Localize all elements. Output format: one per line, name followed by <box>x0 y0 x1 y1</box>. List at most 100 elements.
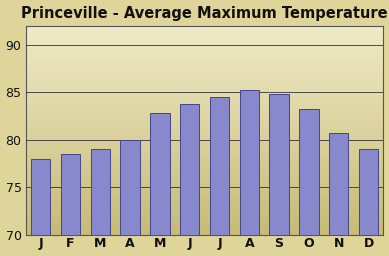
Bar <box>240 90 259 235</box>
Bar <box>26 145 384 147</box>
Bar <box>26 216 384 218</box>
Bar <box>26 63 384 66</box>
Bar <box>26 172 384 174</box>
Bar <box>26 80 384 82</box>
Bar <box>26 203 384 205</box>
Bar <box>26 93 384 95</box>
Bar <box>299 109 319 235</box>
Bar <box>26 224 384 226</box>
Bar <box>26 174 384 176</box>
Bar <box>26 139 384 141</box>
Bar <box>26 105 384 107</box>
Bar <box>26 28 384 30</box>
Bar <box>26 201 384 203</box>
Bar <box>26 205 384 208</box>
Bar <box>26 122 384 124</box>
Bar <box>91 149 110 235</box>
Bar <box>26 176 384 178</box>
Bar <box>26 153 384 155</box>
Bar <box>26 214 384 216</box>
Bar <box>26 132 384 134</box>
Bar <box>26 26 384 28</box>
Bar <box>26 151 384 153</box>
Bar <box>26 212 384 214</box>
Bar <box>26 208 384 210</box>
Bar <box>26 149 384 151</box>
Bar <box>26 126 384 128</box>
Bar <box>26 195 384 197</box>
Bar <box>26 72 384 74</box>
Bar <box>26 180 384 183</box>
Bar <box>61 154 80 235</box>
Bar <box>26 166 384 168</box>
Bar <box>26 51 384 53</box>
Bar <box>26 99 384 101</box>
Bar <box>26 82 384 84</box>
Bar <box>329 133 349 235</box>
Bar <box>26 210 384 212</box>
Bar <box>26 178 384 180</box>
Bar <box>26 78 384 80</box>
Bar <box>26 199 384 201</box>
Bar <box>26 59 384 61</box>
Bar <box>26 114 384 116</box>
Bar <box>26 197 384 199</box>
Bar <box>26 111 384 114</box>
Bar <box>26 87 384 89</box>
Bar <box>26 120 384 122</box>
Bar <box>26 107 384 109</box>
Bar <box>26 42 384 45</box>
Bar <box>26 47 384 49</box>
Bar <box>26 91 384 93</box>
Bar <box>26 55 384 57</box>
Bar <box>26 49 384 51</box>
Bar <box>26 84 384 87</box>
Bar <box>359 149 378 235</box>
Bar <box>180 104 200 235</box>
Bar <box>26 89 384 91</box>
Bar <box>26 159 384 162</box>
Bar <box>210 97 229 235</box>
Bar <box>26 170 384 172</box>
Bar <box>26 128 384 130</box>
Bar <box>26 32 384 34</box>
Bar <box>26 109 384 111</box>
Bar <box>26 38 384 40</box>
Bar <box>26 228 384 230</box>
Bar <box>26 45 384 47</box>
Bar <box>26 97 384 99</box>
Bar <box>26 34 384 36</box>
Bar <box>26 95 384 97</box>
Bar <box>26 220 384 222</box>
Bar <box>26 30 384 32</box>
Bar <box>26 183 384 185</box>
Bar <box>31 159 50 235</box>
Bar <box>26 147 384 149</box>
Bar <box>26 61 384 63</box>
Bar <box>26 124 384 126</box>
Bar <box>26 74 384 76</box>
Bar <box>26 57 384 59</box>
Bar <box>150 113 170 235</box>
Bar <box>26 103 384 105</box>
Bar <box>26 130 384 132</box>
Bar <box>26 162 384 164</box>
Bar <box>26 226 384 228</box>
Bar <box>26 53 384 55</box>
Bar <box>26 76 384 78</box>
Bar <box>26 155 384 157</box>
Bar <box>26 193 384 195</box>
Bar <box>26 141 384 143</box>
Bar <box>26 101 384 103</box>
Bar <box>26 116 384 118</box>
Bar <box>26 66 384 68</box>
Bar <box>26 222 384 224</box>
Bar <box>26 218 384 220</box>
Bar <box>26 187 384 189</box>
Bar <box>26 164 384 166</box>
Bar <box>120 140 140 235</box>
Bar <box>26 233 384 235</box>
Bar <box>26 40 384 42</box>
Bar <box>26 68 384 70</box>
Bar <box>26 191 384 193</box>
